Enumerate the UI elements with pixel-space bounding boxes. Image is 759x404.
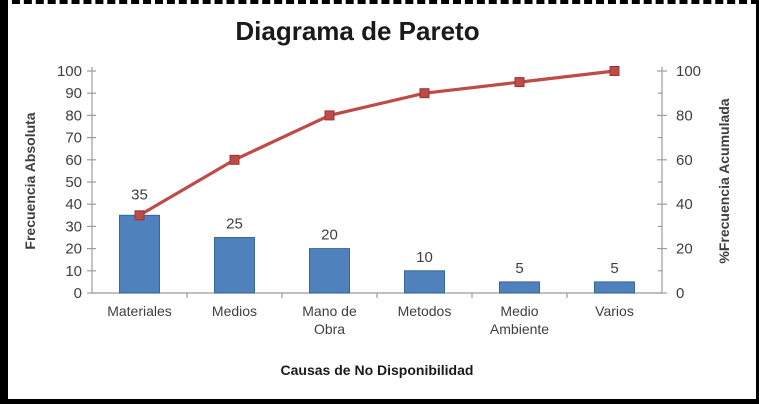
- bar-1: [214, 237, 255, 294]
- bar-4: [499, 281, 540, 294]
- line-marker-1: [229, 154, 240, 165]
- right-axis-tick-label: 100: [676, 63, 701, 80]
- bar-2: [309, 248, 350, 294]
- left-axis-tick-label: 0: [74, 285, 82, 302]
- left-axis-tick-label: 50: [65, 174, 82, 191]
- left-axis-tick-label: 80: [65, 107, 82, 124]
- bar-data-label: 20: [321, 227, 338, 244]
- cumulative-line: [138, 69, 615, 217]
- left-axis-tick-label: 30: [65, 218, 82, 235]
- x-category-label: Medio Ambiente: [490, 303, 549, 337]
- frame-border-right: [756, 0, 759, 404]
- left-axis-tick-label: 40: [65, 196, 82, 213]
- x-category-label: Materiales: [107, 303, 172, 319]
- line-marker-5: [609, 66, 620, 76]
- bar-data-label: 5: [515, 260, 523, 277]
- bar-data-label: 25: [226, 216, 243, 233]
- line-marker-4: [514, 77, 525, 88]
- frame-border-bottom: [0, 399, 759, 404]
- bar-0: [119, 214, 160, 294]
- right-axis-tick-label: 20: [676, 241, 693, 258]
- bar-data-label: 10: [416, 249, 433, 266]
- x-category-label: Varios: [595, 303, 634, 319]
- left-axis-tick-label: 100: [57, 63, 82, 80]
- x-category-label: Medios: [212, 303, 257, 319]
- left-axis-tick-label: 20: [65, 241, 82, 258]
- right-axis-tick-label: 80: [676, 107, 693, 124]
- bar-data-label: 5: [610, 260, 618, 277]
- left-axis-tick-label: 60: [65, 152, 82, 169]
- left-axis-tick-label: 70: [65, 130, 82, 147]
- line-marker-3: [419, 88, 430, 99]
- frame-border-top: [0, 0, 759, 4]
- bar-5: [594, 281, 635, 294]
- line-marker-2: [324, 110, 335, 121]
- x-category-label: Mano de Obra: [302, 303, 357, 337]
- bar-3: [404, 270, 445, 294]
- x-axis-title: Causas de No Disponibilidad: [280, 362, 474, 378]
- line-marker-0: [134, 210, 145, 221]
- left-axis-tick-label: 10: [65, 263, 82, 280]
- chart-title: Diagrama de Pareto: [235, 16, 480, 46]
- right-axis-tick-label: 60: [676, 152, 693, 169]
- left-axis-tick-label: 90: [65, 85, 82, 102]
- right-axis-tick-label: 0: [676, 285, 684, 302]
- x-category-label: Metodos: [398, 303, 452, 319]
- bar-data-label: 35: [131, 186, 148, 203]
- frame-border-left: [0, 0, 8, 404]
- right-axis-tick-label: 40: [676, 196, 693, 213]
